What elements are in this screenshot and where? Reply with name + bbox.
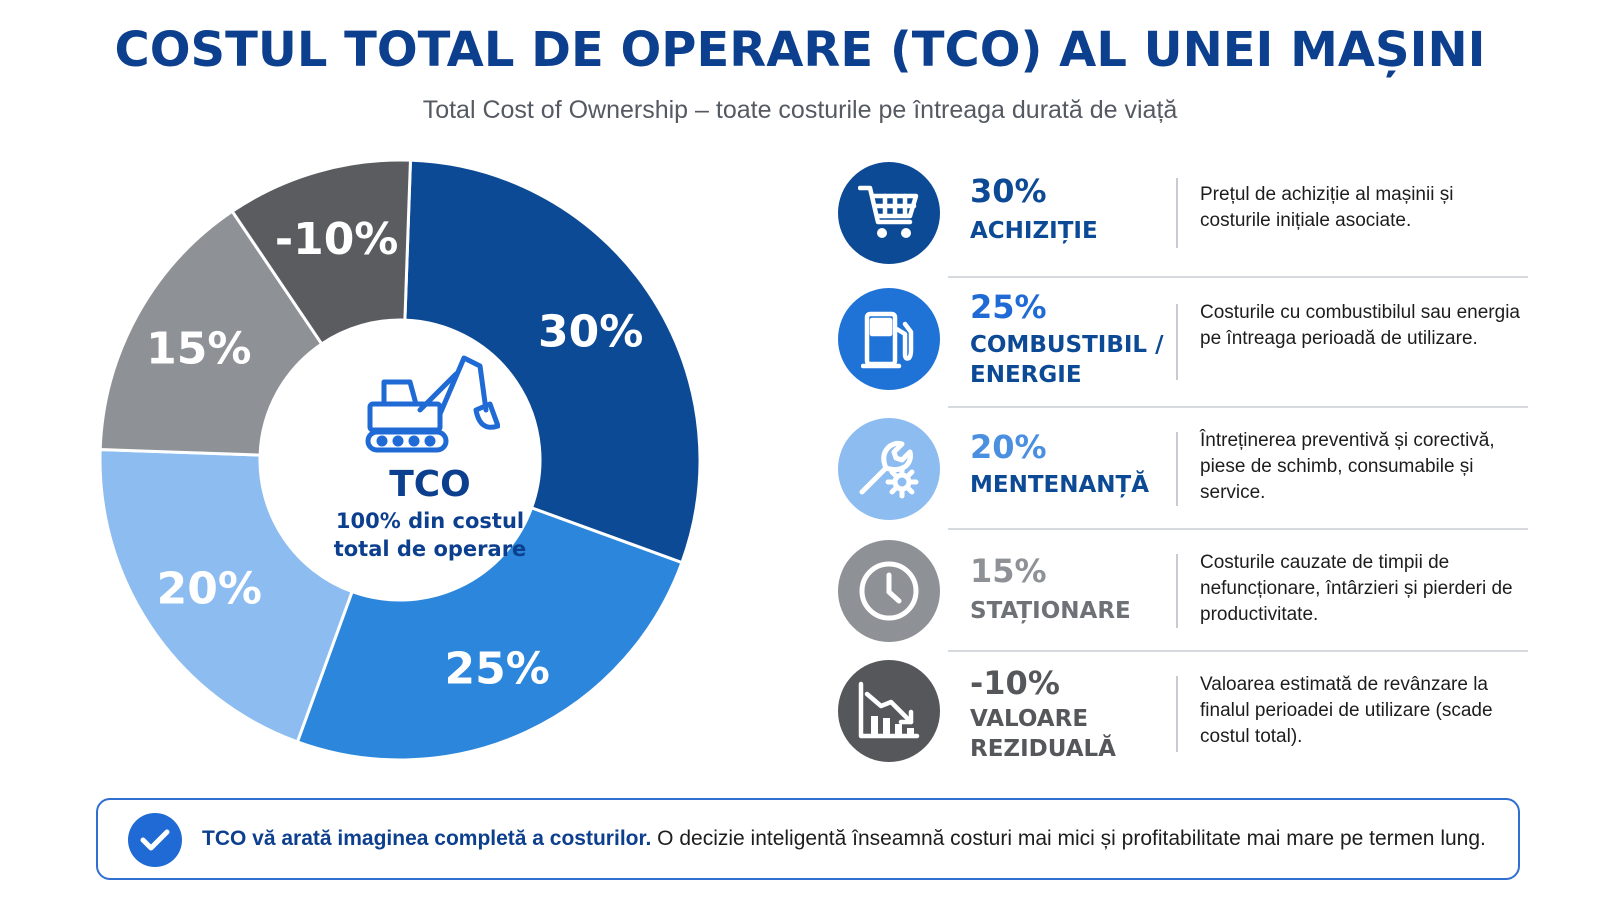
legend-description: Valoarea estimată de revânzare la finalu… [1200,674,1493,747]
donut-slice-label: 20% [157,564,262,615]
legend-description: Întreținerea preventivă și corectivă, pi… [1200,430,1495,503]
footer-text: TCO vă arată imaginea completă a costuri… [202,827,1486,851]
footer-banner: TCO vă arată imaginea completă a costuri… [96,798,1520,880]
legend-icon-circle [838,660,940,762]
legend-icon-circle [838,162,940,264]
legend-label: MENTENANȚĂ [970,472,1150,498]
legend-item-valoare-reziduala: -10% VALOARE REZIDUALĂ Valoarea estimată… [838,660,1528,780]
donut-slice-label: 30% [538,306,643,357]
center-title: TCO [389,464,471,505]
footer-bold-text: TCO vă arată imaginea completă a costuri… [202,827,652,850]
legend-description: Costurile cauzate de timpii de nefuncțio… [1200,552,1513,625]
legend-percent: 15% [970,552,1047,590]
legend-label: VALOARE REZIDUALĂ [970,706,1116,762]
divider [948,276,1528,278]
legend-item-achizitie: 30% ACHIZIȚIE Prețul de achiziție al maș… [838,160,1528,280]
legend-item-mentenanta: 20% MENTENANȚĂ Întreținerea preventivă ș… [838,418,1528,538]
checkmark-icon [128,813,182,867]
donut-slice-label: -10% [275,214,399,265]
divider [1176,554,1178,628]
divider [1176,178,1178,248]
donut-hole [260,320,540,600]
legend-description: Prețul de achiziție al mașinii și costur… [1200,184,1454,231]
legend-icon-circle [838,288,940,390]
legend-percent: 25% [970,288,1047,326]
divider [948,650,1528,652]
fuel-pump-icon [861,311,914,369]
legend-label: ACHIZIȚIE [970,218,1098,244]
center-subtitle: 100% din costul total de operare [333,509,527,561]
page-title: COSTUL TOTAL DE OPERARE (TCO) AL UNEI MA… [114,22,1486,78]
page-subtitle: Total Cost of Ownership – toate costuril… [422,96,1178,124]
divider [948,406,1528,408]
legend-icon-circle [838,418,940,520]
legend-icon-circle [838,540,940,642]
legend-percent: 20% [970,428,1047,466]
wrench-gear-icon [859,440,919,499]
divider [1176,304,1178,380]
excavator-icon [365,355,500,453]
divider [1176,432,1178,506]
divider [1176,676,1178,752]
tco-donut-chart: 30% 25% 20% 15% -10% [98,158,702,762]
legend-item-stationare: 15% STAȚIONARE Costurile cauzate de timp… [838,540,1528,660]
donut-center: TCO 100% din costul total de operare [280,318,580,618]
legend-percent: -10% [970,664,1060,702]
donut-slice-label: 25% [445,643,550,694]
legend-percent: 30% [970,172,1047,210]
legend-label: COMBUSTIBIL / ENERGIE [970,332,1164,388]
legend-description: Costurile cu combustibilul sau energia p… [1200,302,1520,349]
legend-label: STAȚIONARE [970,598,1131,624]
shopping-cart-icon [858,185,919,238]
declining-chart-icon [858,681,920,739]
footer-rest-text: O decizie inteligentă înseamnă costuri m… [651,827,1486,850]
divider [948,528,1528,530]
clock-icon [859,561,919,621]
donut-slice-label: 15% [146,323,251,374]
legend-item-combustibil: 25% COMBUSTIBIL / ENERGIE Costurile cu c… [838,288,1528,408]
